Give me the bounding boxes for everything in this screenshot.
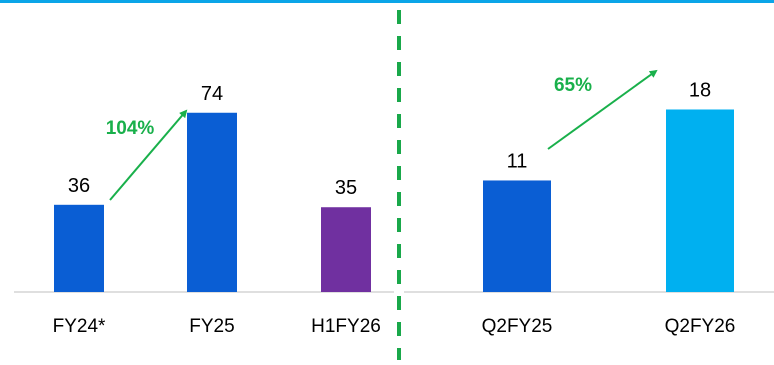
x-tick-label: Q2FY26 [665, 316, 736, 337]
growth-label: 65% [554, 75, 592, 96]
data-label: 35 [335, 177, 357, 199]
x-tick-label: Q2FY25 [482, 316, 553, 337]
data-label: 18 [689, 79, 711, 101]
chart-panel-quarterly: 11 Q2FY25 18 Q2FY26 65% [404, 69, 774, 337]
growth-arrow [109, 109, 188, 201]
bar-fy25 [187, 112, 237, 292]
x-tick-label: H1FY26 [311, 316, 381, 337]
data-label: 74 [201, 83, 223, 105]
bar-fy24 [54, 204, 104, 292]
x-tick-label: FY25 [189, 316, 234, 337]
data-label: 11 [507, 150, 528, 172]
bar-q2fy25 [483, 180, 551, 292]
bar-h1fy26 [321, 207, 371, 292]
bar-q2fy26 [666, 109, 734, 292]
data-label: 36 [68, 175, 90, 197]
x-tick-label: FY24* [53, 316, 106, 337]
top-accent-rule [0, 0, 774, 3]
growth-arrow [547, 69, 658, 150]
chart-panel-annual: 36 FY24* 74 FY25 35 H1FY26 104% [14, 83, 394, 337]
growth-label: 104% [106, 118, 155, 139]
